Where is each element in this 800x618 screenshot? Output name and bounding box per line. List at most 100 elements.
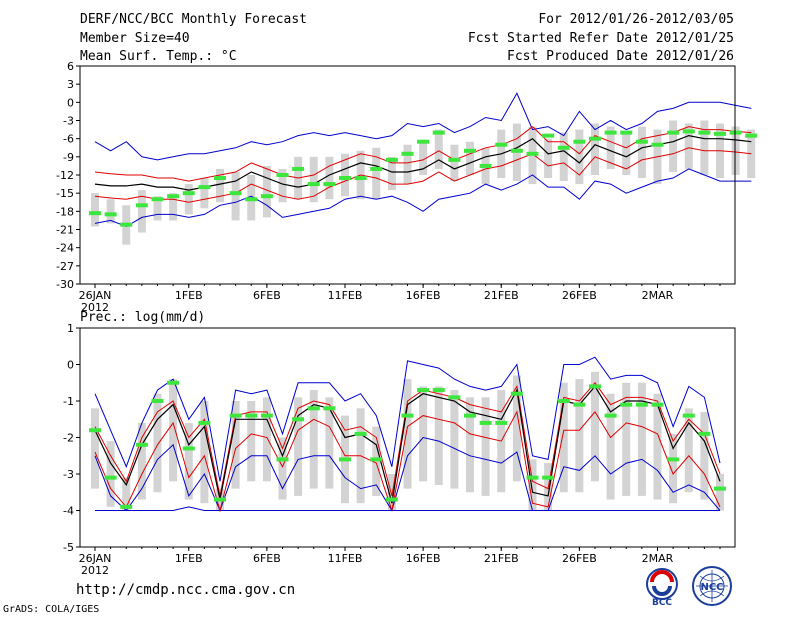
y-tick-label: 0	[67, 359, 74, 372]
y-tick-label: 1	[67, 322, 74, 335]
obs-marker	[464, 413, 476, 418]
y-tick-label: -12	[56, 169, 74, 182]
ensemble-box	[528, 459, 537, 511]
y-tick-label: 6	[67, 60, 74, 73]
x-tick-label: 2MAR	[642, 289, 674, 302]
obs-marker	[557, 145, 570, 150]
ensemble-box	[637, 382, 646, 496]
x-tick-label: 26JAN	[79, 552, 112, 565]
obs-marker	[510, 148, 523, 153]
ensemble-box	[684, 408, 693, 493]
ensemble-box	[153, 393, 162, 493]
ensemble-box	[716, 474, 724, 511]
ensemble-box	[184, 184, 193, 215]
source-url[interactable]: http://cmdp.ncc.cma.gov.cn	[76, 582, 296, 598]
ensemble-box	[216, 168, 224, 203]
y-tick-label: 0	[67, 96, 74, 109]
obs-marker	[698, 431, 711, 436]
x-tick-label: 11FEB	[328, 552, 363, 565]
bcc-logo-text: BCC	[652, 598, 672, 606]
ensemble-box	[419, 386, 428, 482]
ensemble-box	[200, 401, 209, 504]
obs-marker	[245, 413, 258, 418]
obs-marker	[526, 151, 539, 156]
obs-marker	[589, 136, 601, 141]
obs-marker	[151, 399, 164, 403]
panel-temperature: 6 3 0 -3 -6 -9 -12 -15 -18 -21 -24 -27 -30 26JAN 1FEB 6…	[56, 60, 758, 314]
x-year-label: 2012	[81, 301, 109, 314]
ensemble-box	[684, 123, 693, 169]
ensemble-box	[591, 371, 599, 482]
ensemble-box	[606, 393, 615, 500]
obs-marker	[479, 163, 492, 168]
obs-marker	[354, 431, 367, 436]
ensemble-box	[91, 408, 99, 489]
obs-marker	[401, 413, 414, 418]
obs-marker	[307, 182, 320, 187]
series-max-line	[94, 356, 721, 482]
obs-marker	[698, 130, 711, 135]
y-tick-label: -21	[56, 224, 74, 237]
series-max-line	[94, 92, 752, 161]
forecast-range: For 2012/01/26-2012/03/05	[538, 12, 734, 27]
obs-marker	[339, 176, 351, 181]
obs-marker	[714, 486, 726, 491]
series-upper-line	[94, 125, 752, 182]
obs-marker	[323, 406, 336, 411]
x-tick-label: 26FEB	[562, 552, 597, 565]
ensemble-box	[137, 422, 146, 500]
ensemble-box	[559, 382, 568, 493]
ensemble-box	[137, 190, 146, 233]
obs-marker	[635, 139, 648, 144]
ensemble-box	[294, 397, 303, 496]
x-tick-label: 16FEB	[406, 289, 441, 302]
series-min-line	[94, 436, 721, 512]
series-mean-line	[94, 385, 721, 504]
series-min-line	[94, 168, 752, 228]
obs-marker	[417, 388, 430, 393]
y-tick-label: -27	[56, 260, 74, 273]
obs-marker	[573, 139, 586, 144]
obs-marker	[260, 413, 273, 418]
y-tick-label: -4	[63, 505, 74, 518]
ensemble-box	[247, 401, 256, 482]
ensemble-box	[606, 126, 615, 169]
ensemble-box	[231, 401, 240, 489]
grads-credit: GrADS: COLA/IGES	[3, 604, 100, 615]
y-tick-label: -15	[56, 187, 74, 200]
y-tick-label: -18	[56, 205, 74, 218]
ensemble-box	[466, 397, 474, 493]
obs-marker	[651, 402, 664, 407]
ensemble-box	[309, 390, 318, 489]
obs-marker	[354, 176, 367, 181]
obs-marker	[167, 380, 180, 385]
obs-marker	[292, 166, 305, 171]
ensemble-box	[731, 126, 740, 175]
x-tick-label: 11FEB	[328, 289, 363, 302]
x-tick-label: 16FEB	[406, 552, 441, 565]
ensemble-box	[278, 437, 287, 500]
obs-marker	[604, 413, 617, 418]
ensemble-box	[262, 165, 271, 218]
y-tick-label: -3	[63, 468, 74, 481]
obs-marker	[260, 194, 273, 199]
obs-marker	[557, 399, 570, 403]
obs-marker	[182, 446, 195, 451]
obs-marker	[198, 185, 211, 190]
obs-marker	[682, 413, 695, 418]
x-tick-label: 21FEB	[484, 552, 519, 565]
ensemble-box	[481, 397, 490, 496]
obs-marker	[479, 420, 492, 425]
obs-marker	[89, 428, 101, 433]
obs-marker	[417, 139, 430, 144]
obs-marker	[167, 194, 180, 199]
ncc-logo-text: NCC	[700, 582, 723, 593]
ensemble-box	[325, 397, 334, 489]
y-tick-label: -9	[63, 151, 74, 164]
ensemble-box	[387, 156, 396, 191]
obs-marker	[401, 151, 414, 156]
obs-marker	[573, 402, 586, 407]
obs-marker	[120, 222, 133, 227]
obs-marker	[385, 497, 398, 502]
y-tick-label: -3	[63, 115, 74, 128]
